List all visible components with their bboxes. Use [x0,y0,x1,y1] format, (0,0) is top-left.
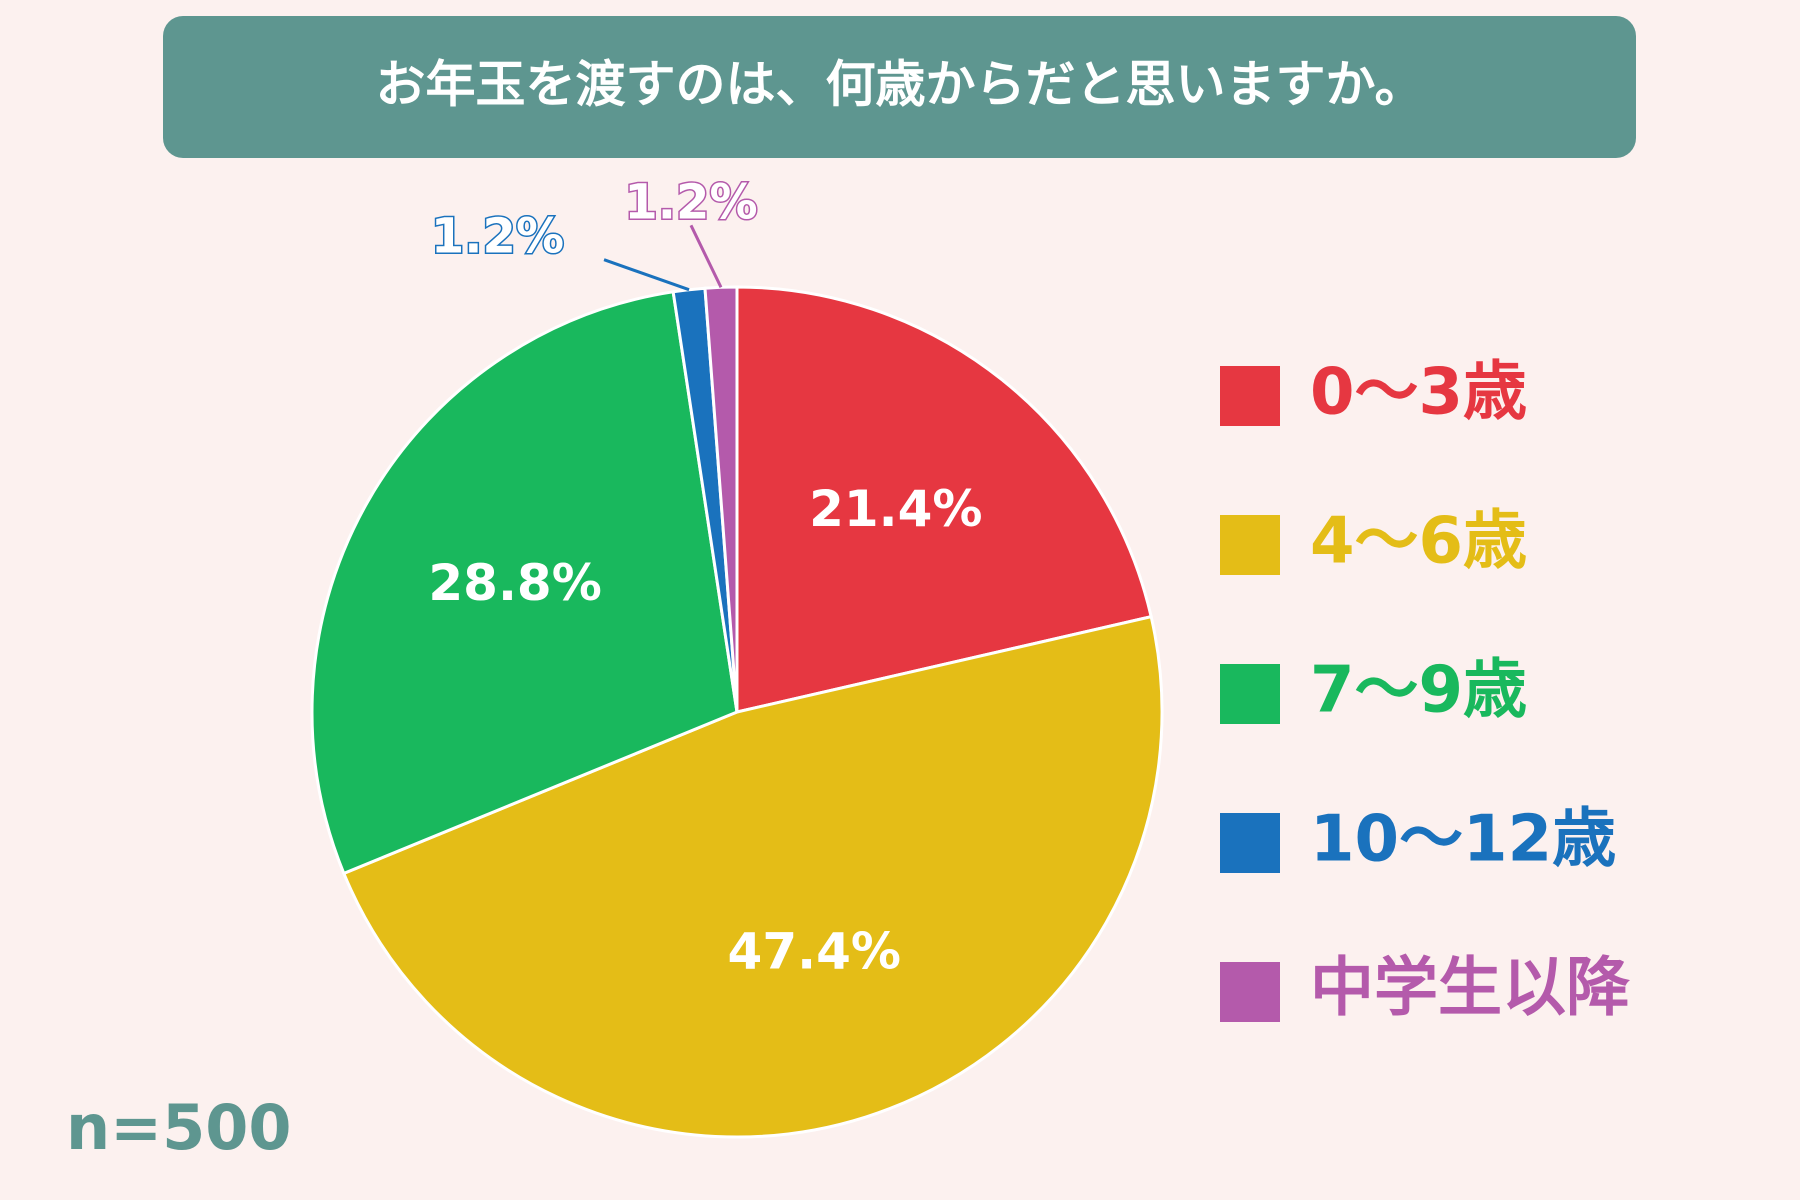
legend-label: 4〜6歳 [1310,505,1527,579]
legend-label: 0〜3歳 [1310,356,1527,430]
legend-label: 10〜12歳 [1310,803,1616,877]
legend-swatch [1220,664,1280,724]
leader-line [689,224,723,288]
legend-swatch [1220,515,1280,575]
data-label: 47.4% [728,923,901,981]
leader-line [603,258,690,292]
pie-slice [735,285,1153,714]
legend-swatch [1220,366,1280,426]
pie-slice [310,290,739,876]
pie: 21.4% 47.4% 28.8% 1.2% 1.2% [310,173,1164,1139]
title-box [163,16,1636,158]
legend-swatch [1220,962,1280,1022]
legend-swatch [1220,813,1280,873]
data-label: 21.4% [809,480,982,538]
data-label: 1.2% [624,174,757,230]
data-label: 28.8% [428,554,601,612]
data-label: 1.2% [431,209,564,265]
legend-label: 中学生以降 [1310,952,1630,1026]
sample-size: n=500 [66,1091,292,1164]
pie-slice [341,614,1164,1139]
legend-label: 7〜9歳 [1310,654,1527,728]
chart-title: お年玉を渡すのは、何歳からだと思いますか。 [376,56,1425,114]
